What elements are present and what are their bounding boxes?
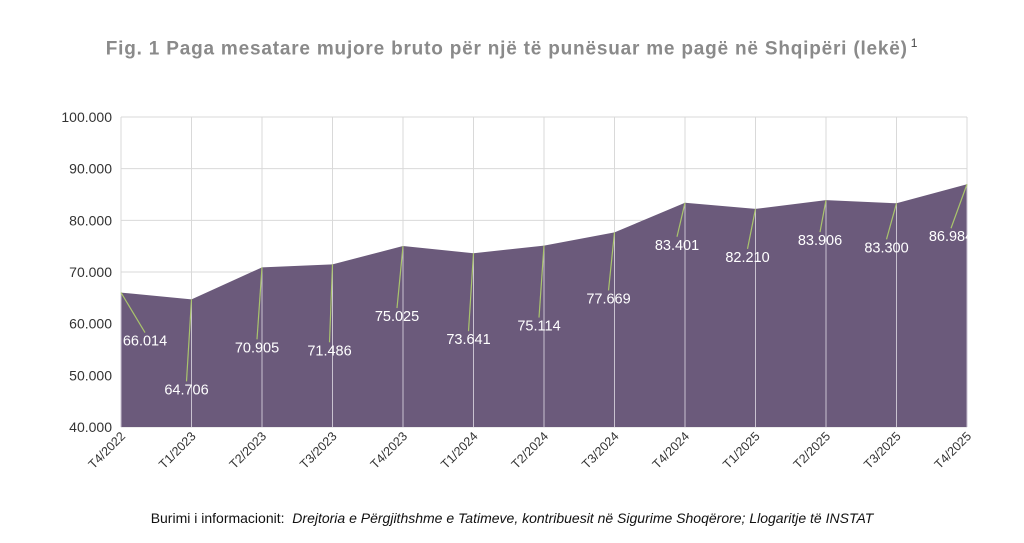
- data-label-8: 83.401: [655, 238, 699, 254]
- data-label-1: 64.706: [164, 382, 208, 398]
- x-tick-label-4: T4/2023: [368, 429, 410, 471]
- data-label-2: 70.905: [235, 340, 279, 356]
- chart-title: Fig. 1 Paga mesatare mujore bruto për nj…: [0, 36, 1024, 60]
- leader-line-11: [885, 203, 898, 240]
- x-tick-label-12: T4/2025: [932, 429, 974, 471]
- area-series: [120, 184, 968, 427]
- data-label-5: 73.641: [446, 332, 490, 348]
- source-lead: Burimi i informacionit:: [150, 510, 285, 526]
- data-label-0: 66.014: [123, 334, 167, 350]
- leader-line-5: [467, 253, 475, 332]
- leader-line-10: [819, 200, 827, 233]
- x-tick-label-5: T1/2024: [438, 429, 480, 471]
- leader-line-3: [328, 264, 334, 343]
- x-tick-label-11: T3/2025: [861, 429, 903, 471]
- source-text: Drejtoria e Përgjithshme e Tatimeve, kon…: [292, 510, 874, 526]
- x-tick-label-7: T3/2024: [579, 429, 621, 471]
- x-tick-label-1: T1/2023: [156, 429, 198, 471]
- x-tick-label-9: T1/2025: [720, 429, 762, 471]
- x-tick-label-3: T3/2023: [297, 429, 339, 471]
- y-tick-label-1: 50.000: [69, 367, 112, 383]
- data-label-leaders: [120, 184, 968, 382]
- y-tick-label-5: 90.000: [69, 161, 112, 177]
- leader-line-6: [538, 245, 545, 318]
- source-note: Burimi i informacionit: Drejtoria e Përg…: [0, 510, 1024, 526]
- leader-line-4: [396, 245, 404, 309]
- data-labels: 66.014 64.706 70.905 71.486 75.025 73.641 75.1…: [123, 229, 973, 398]
- data-label-11: 83.300: [864, 240, 908, 256]
- y-axis: 40.000 50.000 60.000 70.000 80.000 90.000 100.…: [61, 109, 112, 435]
- y-tick-label-4: 80.000: [69, 212, 112, 228]
- x-axis: T4/2022 T1/2023 T2/2023 T3/2023 T4/2023 T1/20…: [86, 429, 974, 471]
- data-label-3: 71.486: [307, 343, 351, 359]
- y-tick-label-3: 70.000: [69, 264, 112, 280]
- leader-line-0: [120, 292, 146, 333]
- y-tick-label-0: 40.000: [69, 419, 112, 435]
- leader-line-1: [185, 299, 193, 382]
- leader-line-12: [950, 184, 968, 229]
- data-label-12: 86.984: [929, 229, 973, 245]
- chart-title-text: Fig. 1 Paga mesatare mujore bruto për nj…: [105, 38, 908, 60]
- y-tick-label-2: 60.000: [69, 316, 112, 332]
- data-label-9: 82.210: [725, 250, 769, 266]
- leader-line-7: [607, 232, 616, 291]
- data-label-6: 75.114: [517, 319, 560, 335]
- x-tick-label-0: T4/2022: [86, 429, 128, 471]
- data-label-4: 75.025: [375, 309, 419, 325]
- data-label-10: 83.906: [798, 233, 842, 249]
- leader-line-9: [746, 208, 757, 250]
- data-label-7: 77.669: [586, 291, 630, 307]
- x-tick-label-10: T2/2025: [791, 429, 833, 471]
- x-tick-label-6: T2/2024: [509, 429, 551, 471]
- title-footnote-marker: 1: [910, 36, 919, 50]
- leader-line-2: [256, 267, 263, 340]
- x-tick-label-2: T2/2023: [227, 429, 269, 471]
- x-tick-label-8: T4/2024: [650, 429, 692, 471]
- leader-line-8: [676, 202, 686, 237]
- y-tick-label-6: 100.000: [61, 109, 112, 125]
